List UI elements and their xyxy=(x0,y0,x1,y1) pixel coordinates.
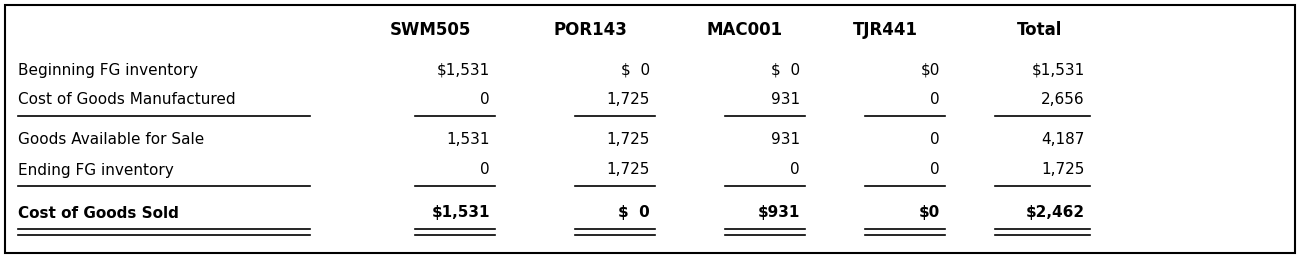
Text: $1,531: $1,531 xyxy=(437,62,490,77)
Text: 0: 0 xyxy=(481,93,490,108)
Text: 0: 0 xyxy=(931,163,940,178)
Text: $1,531: $1,531 xyxy=(1032,62,1086,77)
Text: Ending FG inventory: Ending FG inventory xyxy=(18,163,174,178)
Text: $931: $931 xyxy=(758,206,800,221)
Text: $2,462: $2,462 xyxy=(1026,206,1086,221)
Text: $  0: $ 0 xyxy=(621,62,650,77)
Text: 1,531: 1,531 xyxy=(446,133,490,148)
Text: Total: Total xyxy=(1018,21,1062,39)
Text: $0: $0 xyxy=(919,206,940,221)
Text: 931: 931 xyxy=(771,93,800,108)
Text: $0: $0 xyxy=(920,62,940,77)
Text: TJR441: TJR441 xyxy=(853,21,918,39)
Text: MAC001: MAC001 xyxy=(707,21,783,39)
Text: Cost of Goods Manufactured: Cost of Goods Manufactured xyxy=(18,93,235,108)
Text: 1,725: 1,725 xyxy=(607,133,650,148)
Text: 931: 931 xyxy=(771,133,800,148)
Text: 0: 0 xyxy=(931,133,940,148)
Text: Cost of Goods Sold: Cost of Goods Sold xyxy=(18,206,179,221)
Text: 1,725: 1,725 xyxy=(607,93,650,108)
Text: 4,187: 4,187 xyxy=(1041,133,1085,148)
Text: POR143: POR143 xyxy=(552,21,627,39)
Text: 1,725: 1,725 xyxy=(1041,163,1085,178)
Text: 1,725: 1,725 xyxy=(607,163,650,178)
Text: Goods Available for Sale: Goods Available for Sale xyxy=(18,133,204,148)
Text: Beginning FG inventory: Beginning FG inventory xyxy=(18,62,198,77)
Text: $  0: $ 0 xyxy=(771,62,800,77)
Text: SWM505: SWM505 xyxy=(389,21,471,39)
Text: 0: 0 xyxy=(790,163,800,178)
Text: 0: 0 xyxy=(481,163,490,178)
Text: 0: 0 xyxy=(931,93,940,108)
Text: 2,656: 2,656 xyxy=(1041,93,1085,108)
Text: $  0: $ 0 xyxy=(619,206,650,221)
Text: $1,531: $1,531 xyxy=(432,206,490,221)
